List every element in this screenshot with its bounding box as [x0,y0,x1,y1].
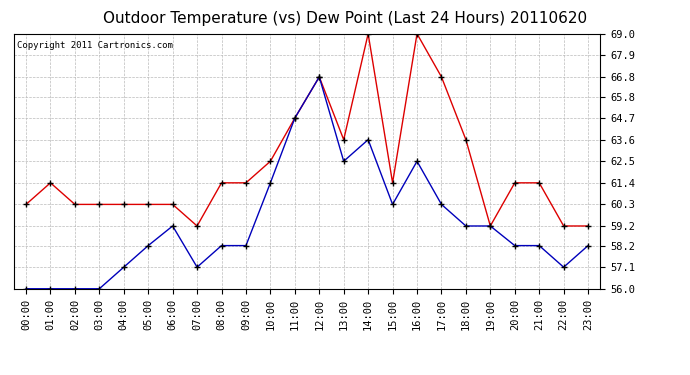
Text: Outdoor Temperature (vs) Dew Point (Last 24 Hours) 20110620: Outdoor Temperature (vs) Dew Point (Last… [103,11,587,26]
Text: Copyright 2011 Cartronics.com: Copyright 2011 Cartronics.com [17,41,172,50]
